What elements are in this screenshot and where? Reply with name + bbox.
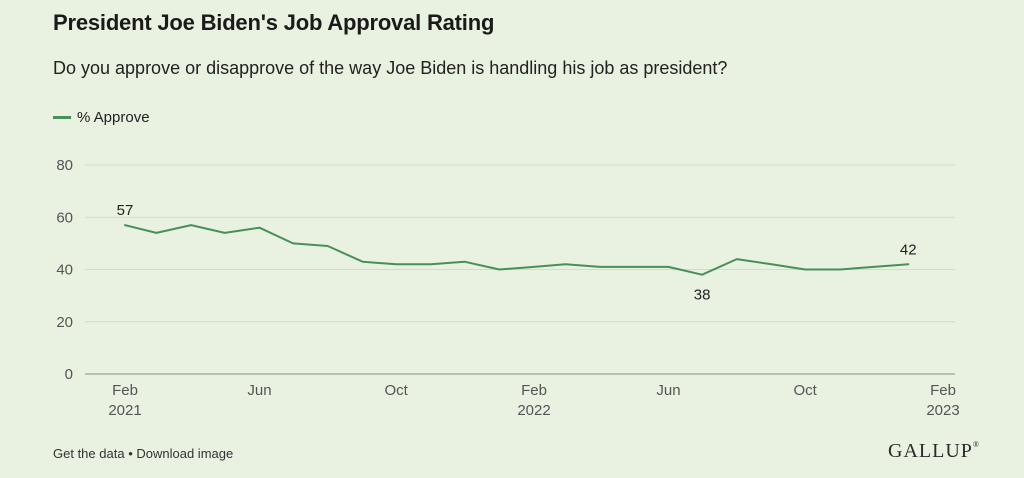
y-tick-label: 0 <box>65 366 73 383</box>
download-image-link[interactable]: Download image <box>136 446 234 461</box>
data-label: 57 <box>117 202 134 219</box>
data-label: 42 <box>900 241 917 258</box>
legend-label-approve: % Approve <box>77 109 150 126</box>
x-tick-label: Feb <box>112 382 138 399</box>
x-tick-label: Oct <box>385 382 409 399</box>
x-tick-label: Feb <box>521 382 547 399</box>
gallup-logo-mark: ® <box>972 440 980 449</box>
series-line-approve <box>124 224 910 276</box>
y-tick-label: 80 <box>56 157 73 174</box>
x-tick-year-label: 2021 <box>108 402 141 419</box>
chart-subtitle: Do you approve or disapprove of the way … <box>53 58 728 78</box>
gallup-logo: GALLUP® <box>888 440 980 463</box>
legend-line-swatch <box>53 116 71 119</box>
gallup-logo-text: GALLUP <box>888 440 973 462</box>
chart-legend: % Approve <box>53 109 150 126</box>
y-tick-label: 60 <box>56 209 73 226</box>
x-tick-label: Jun <box>656 382 680 399</box>
data-label: 38 <box>694 287 711 304</box>
get-data-link[interactable]: Get the data <box>53 446 125 461</box>
x-tick-label: Jun <box>247 382 271 399</box>
x-tick-year-label: 2022 <box>517 402 550 419</box>
y-tick-label: 40 <box>56 262 73 279</box>
footer-separator: • <box>128 446 133 461</box>
x-tick-label: Oct <box>794 382 818 399</box>
footer-links: Get the data • Download image <box>53 446 233 461</box>
x-tick-year-label: 2023 <box>926 402 959 419</box>
x-tick-label: Feb <box>930 382 956 399</box>
line-chart: 0 20 40 60 80 Feb 2021 Jun Oct Feb 2022 Jun Oct Feb 20… <box>56 157 959 419</box>
chart-title: President Joe Biden's Job Approval Ratin… <box>53 10 495 35</box>
y-tick-label: 20 <box>56 314 73 331</box>
